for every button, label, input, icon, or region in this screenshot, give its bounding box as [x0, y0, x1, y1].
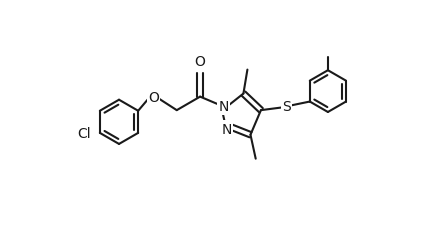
Text: O: O	[194, 55, 205, 69]
Text: S: S	[282, 100, 291, 114]
Text: N: N	[222, 122, 232, 136]
Text: O: O	[148, 90, 159, 104]
Text: Cl: Cl	[77, 126, 91, 140]
Text: N: N	[218, 100, 228, 114]
